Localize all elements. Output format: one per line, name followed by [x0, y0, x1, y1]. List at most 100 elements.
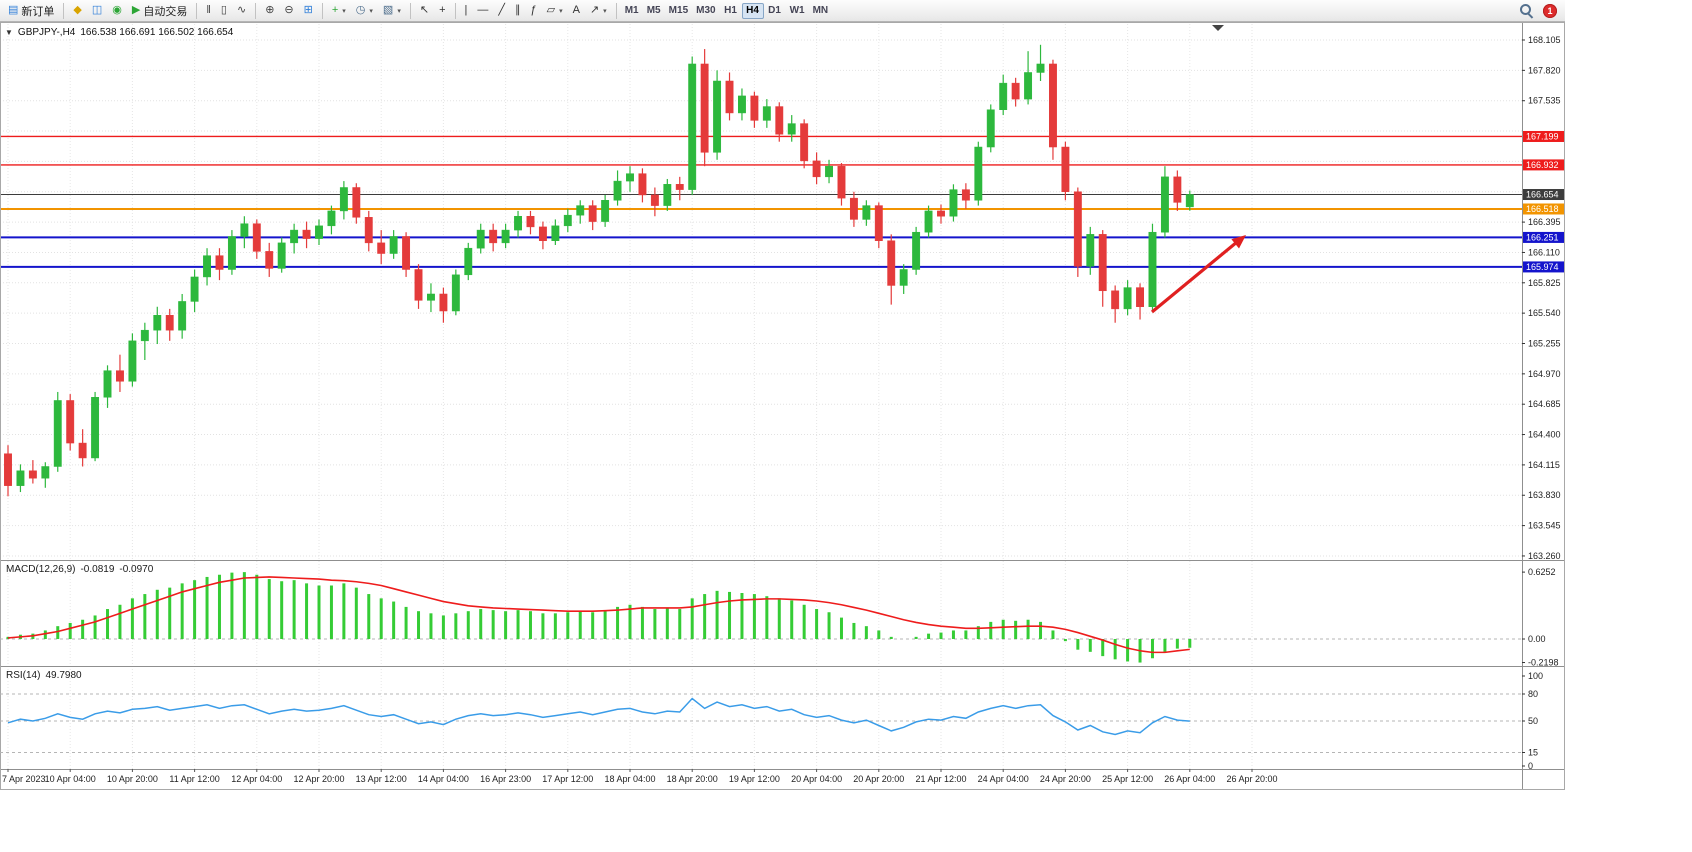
candle-body: [986, 109, 995, 148]
time-axis[interactable]: 7 Apr 2023 10 Apr 04:00 10 Apr 20:00 11 Apr…: [2, 769, 1278, 784]
text-button[interactable]: A: [569, 2, 584, 20]
chevron-down-icon: ▾: [603, 7, 607, 15]
timeframe-m15-button[interactable]: M15: [665, 3, 692, 19]
time-tick-label: 24 Apr 04:00: [978, 774, 1029, 784]
tile-windows-icon: ⊞: [303, 4, 313, 16]
time-tick-label: 7 Apr 2023: [2, 774, 46, 784]
bar-chart-button[interactable]: ‖: [202, 2, 215, 20]
macd-pane[interactable]: 0.6252 0.00 -0.2198: [0, 567, 1559, 668]
timeframe-h1-button[interactable]: H1: [720, 3, 742, 19]
new-order-button[interactable]: ▤ 新订单: [4, 2, 58, 20]
notification-badge[interactable]: 1: [1543, 3, 1557, 18]
chart-canvas[interactable]: 168.105 167.820 167.535 166.395 166.110 165.8…: [0, 0, 1565, 790]
trendline-button[interactable]: ╱: [494, 2, 509, 20]
candle-body: [1049, 63, 1057, 148]
candle-body: [41, 466, 50, 479]
candle-body: [377, 242, 386, 254]
timeframe-w1-button[interactable]: W1: [786, 3, 809, 19]
rsi-indicator-label: RSI(14) 49.7980: [6, 670, 82, 681]
candle-body: [738, 95, 746, 114]
price-tick-label: 165.825: [1528, 278, 1561, 288]
chart-profiles-button[interactable]: ◆: [69, 2, 85, 20]
candle-body: [1136, 287, 1144, 308]
channel-button[interactable]: ∥: [511, 2, 525, 20]
symbol-dropdown-icon[interactable]: ▼: [5, 27, 13, 37]
tile-windows-button[interactable]: ⊞: [300, 2, 317, 20]
timeframe-m1-button[interactable]: M1: [621, 3, 643, 19]
market-watch-button[interactable]: ◫: [88, 2, 106, 20]
candle-body: [650, 194, 659, 206]
candle-body: [4, 453, 12, 486]
price-tick-label: 166.110: [1528, 247, 1560, 257]
candle-body: [1098, 234, 1107, 292]
candle-body: [526, 215, 535, 228]
candle-body: [1173, 176, 1182, 203]
candle-body: [439, 293, 448, 312]
chart-grid: [0, 24, 1522, 769]
indicators-button[interactable]: + ▾: [328, 2, 350, 20]
line-chart-button[interactable]: ∿: [233, 2, 250, 20]
arrow-icon: ↗: [589, 4, 600, 16]
macd-axis-label: 0.6252: [1528, 567, 1556, 577]
template-icon: ▧: [382, 4, 394, 16]
auto-trading-button[interactable]: ▶ 自动交易: [128, 2, 191, 20]
fibonacci-button[interactable]: ƒ: [526, 2, 540, 20]
time-tick-label: 10 Apr 04:00: [45, 774, 96, 784]
rsi-line: [7, 697, 1190, 736]
candle-body: [750, 95, 759, 121]
timeframe-h4-button[interactable]: H4: [741, 2, 764, 19]
price-tick-label: 167.535: [1528, 96, 1561, 106]
candle-body: [265, 251, 274, 269]
rsi-pane[interactable]: 100 80 50 15 0: [0, 671, 1543, 771]
timeframe-mn-button[interactable]: MN: [809, 3, 833, 19]
templates-button[interactable]: ▧ ▾: [379, 2, 405, 20]
candle-body: [215, 255, 224, 270]
price-tick-label: 165.540: [1528, 308, 1561, 318]
level-badge-label: 167.199: [1526, 132, 1559, 142]
zoom-in-button[interactable]: ⊕: [261, 2, 278, 20]
candle-body: [414, 269, 423, 301]
trend-arrow-annotation[interactable]: [1150, 235, 1246, 314]
cursor-button[interactable]: ↖: [416, 2, 433, 20]
market-watch-icon: ◫: [91, 4, 103, 16]
price-axis[interactable]: 168.105 167.820 167.535 166.395 166.110 165.8…: [1522, 35, 1561, 561]
vertical-line-button[interactable]: |: [461, 2, 472, 20]
candle-body: [128, 340, 137, 382]
shapes-button[interactable]: ▱ ▾: [543, 2, 567, 20]
rsi-axis-label: 50: [1528, 716, 1538, 726]
candle-body: [563, 214, 572, 227]
periods-button[interactable]: ◷ ▾: [352, 2, 377, 20]
line-icon: ∿: [236, 4, 247, 16]
candle-body: [1024, 72, 1033, 100]
macd-signal-value: -0.0970: [119, 564, 154, 575]
candle-body: [626, 173, 634, 182]
candle-body: [551, 225, 560, 241]
candle-body: [78, 442, 87, 459]
time-tick-label: 20 Apr 20:00: [853, 774, 904, 784]
candlestick-chart-button[interactable]: ▯: [217, 2, 231, 20]
horizontal-line-button[interactable]: —: [473, 2, 492, 20]
chevron-down-icon: ▾: [397, 7, 401, 15]
timeframe-d1-button[interactable]: D1: [764, 3, 786, 19]
price-tick-label: 163.260: [1528, 551, 1561, 561]
candle-body: [700, 63, 709, 153]
toolbar-separator: [255, 2, 257, 19]
crosshair-button[interactable]: +: [435, 2, 449, 20]
price-tick-label: 164.970: [1528, 369, 1561, 379]
candle-body: [538, 226, 547, 241]
candle-body: [1086, 234, 1095, 267]
level-badge: [1523, 261, 1564, 273]
candle-body: [315, 225, 323, 239]
zoom-out-button[interactable]: ⊖: [280, 2, 297, 20]
price-tick-label: 163.545: [1528, 521, 1561, 531]
time-tick-label: 12 Apr 04:00: [231, 774, 282, 784]
timeframe-m5-button[interactable]: M5: [643, 3, 665, 19]
level-badge-label: 166.932: [1526, 160, 1559, 170]
time-tick-label: 13 Apr 12:00: [356, 774, 407, 784]
timeframe-m30-button[interactable]: M30: [692, 3, 719, 19]
level-badge-label: 166.251: [1526, 233, 1559, 243]
search-icon[interactable]: [1519, 3, 1534, 19]
chart-shift-marker[interactable]: [1212, 25, 1224, 31]
arrows-button[interactable]: ↗ ▾: [586, 2, 611, 20]
navigator-button[interactable]: ◉: [108, 2, 126, 20]
